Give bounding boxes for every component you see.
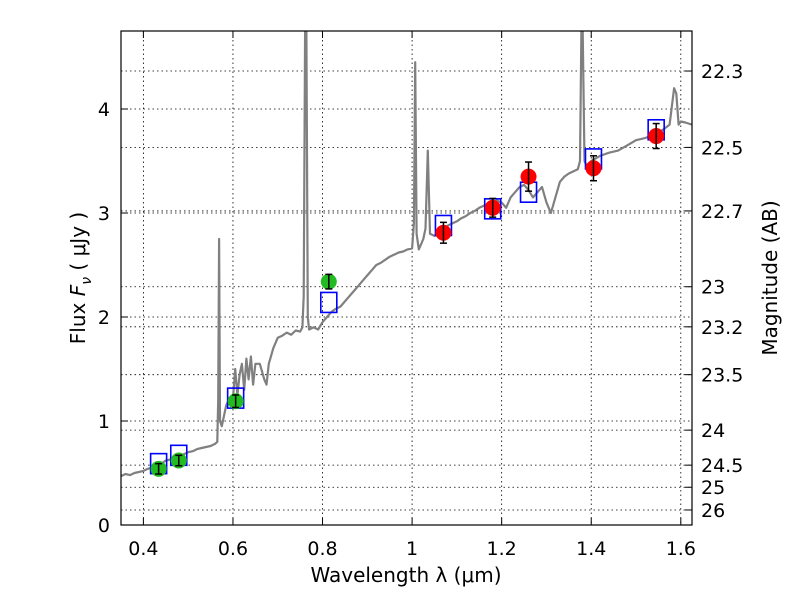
x-tick-label: 0.6 <box>218 538 248 560</box>
x-tick-label: 0.4 <box>128 538 158 560</box>
x-axis-ticks: 0.4 0.6 0.8 1 1.2 1.4 1.6 <box>128 31 696 560</box>
x-tick-label: 1.4 <box>576 538 606 560</box>
x-tick-label: 1.6 <box>666 538 696 560</box>
x-tick-label: 0.8 <box>307 538 337 560</box>
spectrum-layer <box>121 31 692 478</box>
y-tick-label: 2 <box>98 307 110 329</box>
y-axis-ticks: 0 1 2 3 4 <box>98 99 128 537</box>
x-axis-label: Wavelength λ (μm) <box>310 563 501 587</box>
x-tick-label: 1.2 <box>487 538 517 560</box>
magnitude-tick-label: 24.5 <box>701 455 743 477</box>
y-tick-label: 4 <box>98 99 110 121</box>
magnitude-tick-label: 23.5 <box>701 365 743 387</box>
magnitude-tick-label: 24 <box>701 420 725 442</box>
model-box <box>319 291 338 314</box>
y-tick-label: 1 <box>98 411 110 433</box>
y2-axis-label: Magnitude (AB) <box>758 200 782 355</box>
y-tick-label: 3 <box>98 203 110 225</box>
y-axis-label-text: Flux <box>66 296 90 344</box>
magnitude-tick-label: 22.7 <box>701 201 743 223</box>
magnitude-tick-label: 26 <box>701 500 725 522</box>
y-axis-label-unit: ( μJy ) <box>66 212 90 277</box>
y-axis-label-subscript: ν <box>79 277 95 285</box>
magnitude-tick-label: 25 <box>701 477 725 499</box>
magnitude-tick-label: 22.3 <box>701 61 743 83</box>
photometry-points <box>150 122 665 477</box>
magnitude-tick-label: 23.2 <box>701 317 743 339</box>
spectrum-line <box>121 31 692 478</box>
y-axis-label-symbol: F <box>66 284 90 296</box>
y-axis-label: Flux Fν ( μJy ) <box>66 212 95 344</box>
x-tick-label: 1 <box>406 538 418 560</box>
magnitude-tick-label: 22.5 <box>701 137 743 159</box>
plot-frame <box>120 30 693 526</box>
y-tick-label: 0 <box>98 515 110 537</box>
magnitude-tick-label: 23 <box>701 277 725 299</box>
